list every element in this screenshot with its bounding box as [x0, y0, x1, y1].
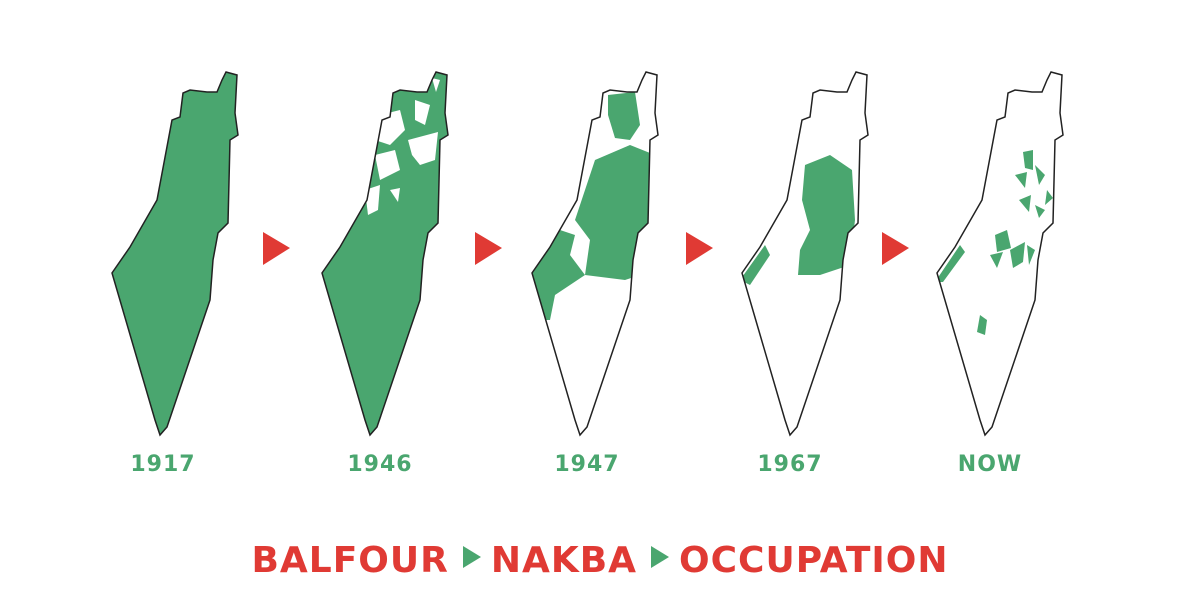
- map-1917: [111, 71, 239, 436]
- arrow-icon: [475, 232, 502, 265]
- year-label-1967: 1967: [757, 452, 823, 477]
- footer-tagline: BALFOUR NAKBA OCCUPATION: [0, 540, 1200, 581]
- map-now: [936, 71, 1064, 436]
- arrow-icon: [686, 232, 713, 265]
- footer-word-occupation: OCCUPATION: [679, 540, 949, 581]
- year-label-1946: 1946: [347, 452, 413, 477]
- green-triangle-icon: [462, 546, 481, 568]
- year-label-1947: 1947: [554, 452, 620, 477]
- arrow-icon: [263, 232, 290, 265]
- footer-word-balfour: BALFOUR: [251, 540, 449, 581]
- map-1946: [321, 71, 449, 436]
- year-label-1917: 1917: [130, 452, 196, 477]
- map-1947: [531, 71, 659, 436]
- year-label-now: NOW: [957, 452, 1023, 477]
- arrow-icon: [882, 232, 909, 265]
- map-1967: [741, 71, 869, 436]
- green-triangle-icon: [651, 546, 670, 568]
- footer-word-nakba: NAKBA: [490, 540, 638, 581]
